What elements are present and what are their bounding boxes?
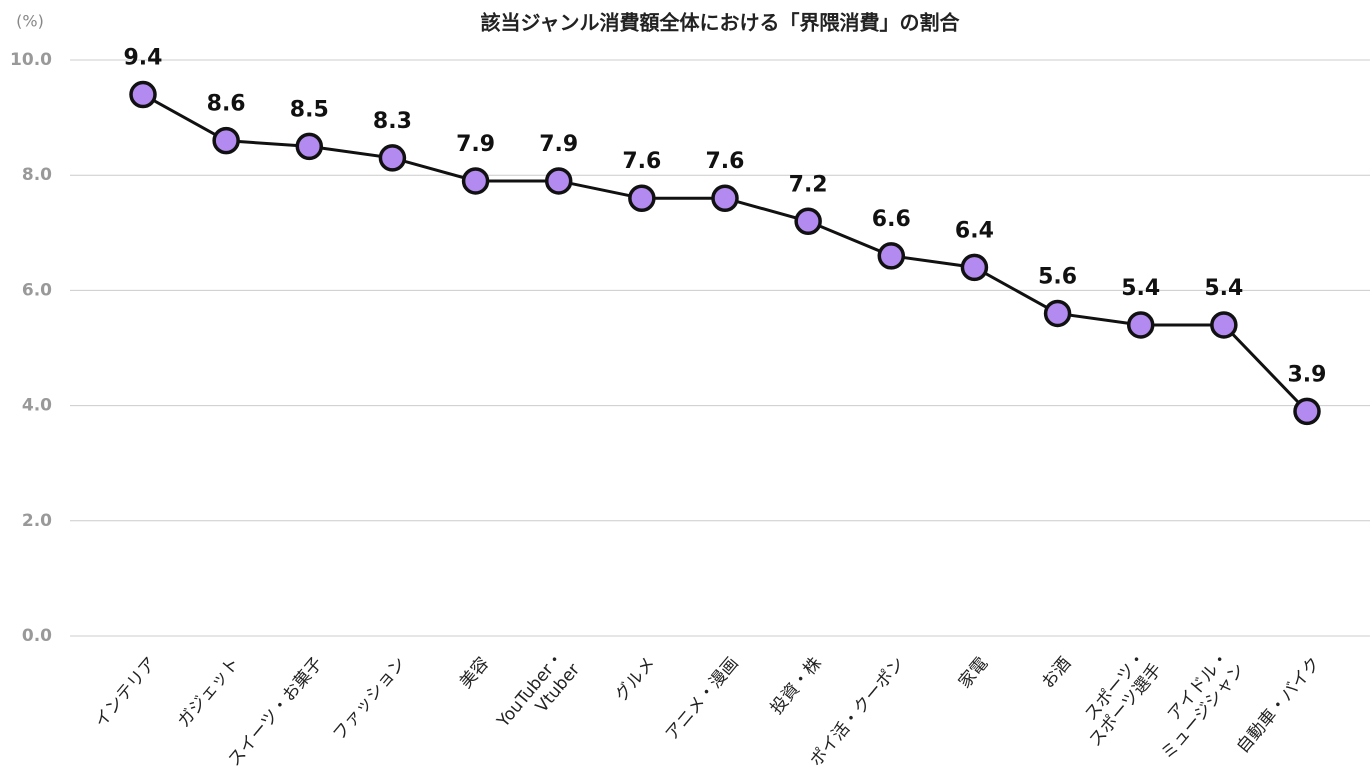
x-tick-label: スポーツ・スポーツ選手 [1070,647,1166,751]
data-label: 5.4 [1204,276,1243,301]
x-tick-label: グルメ [611,654,659,706]
data-label: 8.6 [207,92,246,117]
x-tick-label: 家電 [955,654,992,693]
data-label: 7.2 [789,172,828,197]
y-tick-label: 0.0 [22,626,52,646]
data-label: 6.6 [872,207,911,232]
data-label: 7.6 [622,149,661,174]
data-label: 6.4 [955,218,994,243]
marker [877,242,906,270]
x-tick-label: 美容 [456,654,493,693]
x-tick-label: YouTuber・Vtuber [493,647,584,745]
data-label: 7.9 [456,132,495,157]
y-tick-label: 2.0 [22,511,52,531]
data-label: 8.3 [373,109,412,134]
marker [544,167,573,195]
y-tick-label: 8.0 [22,165,52,185]
marker [212,126,240,155]
x-tick-label: インテリア [91,654,161,732]
marker [129,80,157,109]
data-label: 5.6 [1038,264,1077,289]
chart-title: 該当ジャンル消費額全体における「界隈消費」の割合 [481,11,961,35]
data-label: 5.4 [1121,276,1160,301]
marker [628,184,656,212]
x-tick-label: お酒 [1038,654,1075,693]
x-tick-label: 自動車・バイク [1233,654,1325,758]
x-tick-label: 投資・株 [767,654,826,719]
marker [1126,311,1155,339]
data-label: 7.6 [706,149,745,174]
marker [1210,311,1238,339]
marker [960,253,989,282]
data-label: 9.4 [124,46,163,71]
marker [1043,299,1072,328]
marker [295,132,324,161]
x-tick-label: アニメ・漫画 [662,654,743,745]
marker [711,184,739,212]
x-tick-label: アイドル・ミュージシャン [1142,647,1249,764]
x-tick-label: ファッション [329,654,410,745]
y-axis-label: (%) [16,12,44,31]
y-tick-label: 10.0 [10,50,52,70]
y-tick-label: 4.0 [22,396,52,416]
marker [1293,397,1321,426]
data-label: 3.9 [1288,362,1327,387]
data-label: 8.5 [290,97,329,122]
data-label: 7.9 [539,132,578,157]
marker [794,207,822,236]
x-tick-label: ガジェット [174,654,244,732]
y-tick-label: 6.0 [22,280,52,300]
marker [378,144,407,172]
marker [461,167,490,195]
